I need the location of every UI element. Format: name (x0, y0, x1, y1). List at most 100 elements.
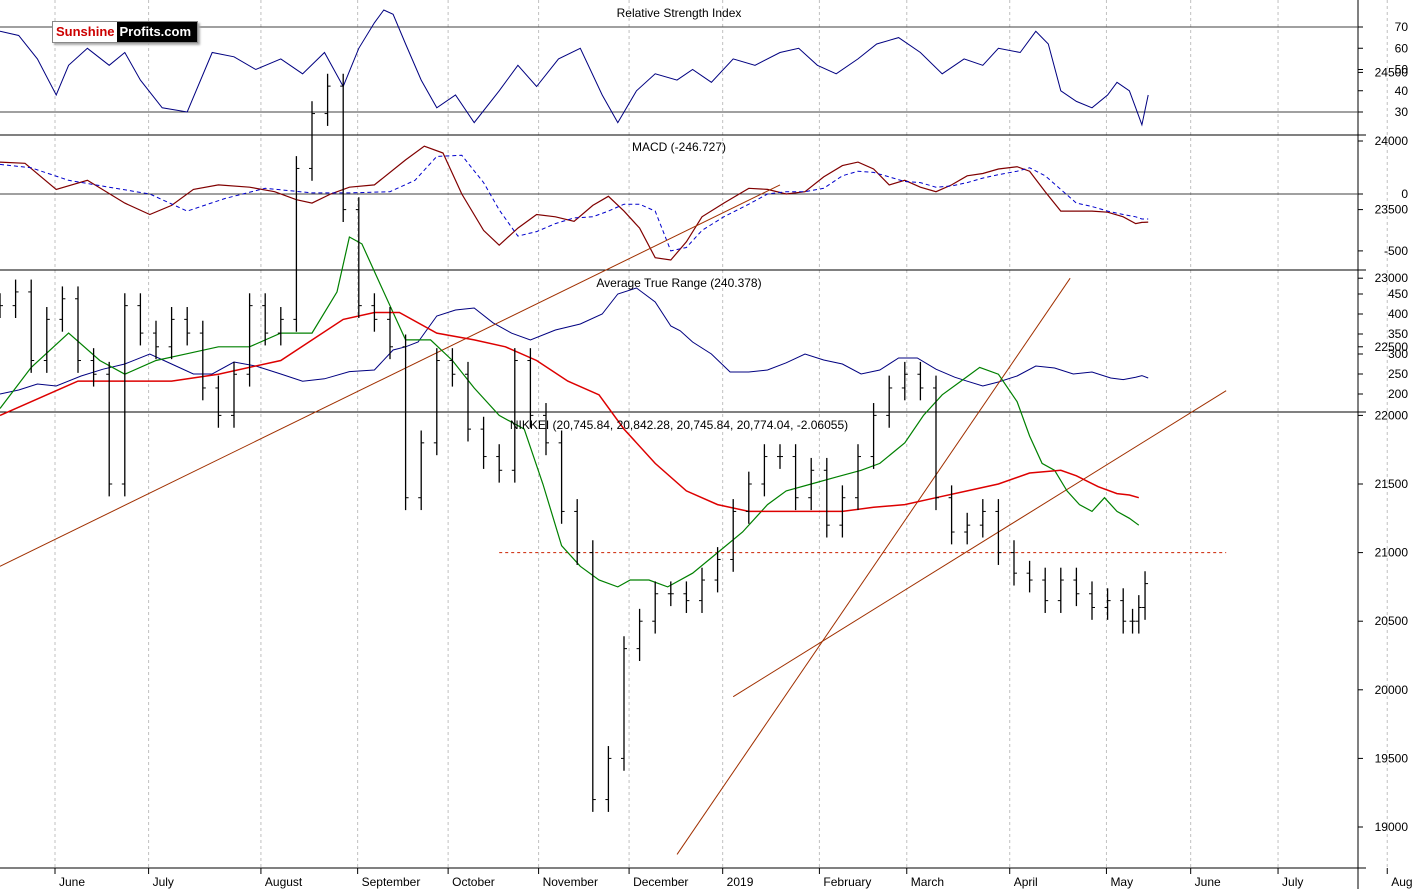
price-bar (59, 286, 66, 332)
sunshine-profits-logo: Sunshine Profits.com (52, 21, 199, 43)
rsi-line (0, 9, 1149, 127)
y-tick-label: 21500 (1375, 477, 1409, 491)
price-bar (636, 608, 643, 661)
price-bar (309, 101, 315, 181)
month-label: May (1110, 875, 1133, 889)
y-tick-label: 400 (1388, 307, 1408, 321)
price-bar (215, 375, 222, 428)
y-tick-label: 19500 (1375, 751, 1409, 765)
panel-frames (0, 0, 1366, 889)
price-bar (355, 197, 362, 318)
y-tick-label: 70 (1395, 20, 1409, 34)
price-bar (855, 444, 861, 511)
price-bar (90, 348, 97, 387)
price-bar (43, 307, 50, 373)
price-bar (199, 320, 206, 401)
price-bar (465, 361, 471, 442)
atr-line (0, 287, 1149, 395)
price-bar (184, 307, 191, 346)
price-bar (699, 567, 705, 613)
price-bar (870, 403, 877, 469)
price-bar (1042, 567, 1049, 613)
price-bar (371, 293, 378, 332)
price-bar (277, 307, 284, 346)
price-bar (1026, 560, 1033, 593)
price-bar (418, 430, 425, 511)
price-bar (792, 444, 799, 511)
macd-title: MACD (-246.727) (632, 140, 726, 154)
price-bar (1057, 567, 1064, 613)
rsi-title: Relative Strength Index (617, 6, 742, 20)
price-bar (153, 320, 159, 360)
price-bar (1129, 608, 1136, 634)
y-tick-label: 200 (1388, 387, 1408, 401)
price-bar (1142, 571, 1149, 620)
month-label: August (1391, 875, 1412, 889)
price-bar (0, 293, 3, 318)
price-bar (1011, 540, 1017, 586)
month-label: July (1282, 875, 1303, 889)
price-bar (12, 279, 19, 318)
y-tick-label: 40 (1395, 84, 1409, 98)
price-bar (543, 403, 549, 456)
price-bar (823, 457, 830, 538)
price-bar (246, 293, 253, 387)
macd-line (0, 145, 1149, 261)
price-bar (714, 547, 721, 593)
price-bar (168, 307, 175, 360)
price-bar (652, 581, 659, 634)
price-bar (621, 636, 627, 771)
month-label: June (59, 875, 85, 889)
price-bar (1120, 588, 1127, 634)
price-bar (948, 485, 955, 545)
month-label: February (823, 875, 871, 889)
month-label: July (153, 875, 174, 889)
atr-title: Average True Range (240.378) (596, 276, 761, 290)
price-bar (231, 361, 237, 428)
price-bar (293, 156, 300, 332)
y-tick-label: 20500 (1375, 614, 1409, 628)
price-bar (777, 444, 783, 469)
price-bar (839, 485, 846, 538)
y-tick-label: 250 (1388, 367, 1408, 381)
price-bar (28, 279, 35, 373)
y-tick-label: 350 (1388, 327, 1408, 341)
price-bar (449, 348, 456, 387)
trendline (676, 277, 1071, 855)
month-label: October (452, 875, 495, 889)
price-bar (1104, 588, 1111, 620)
price-bar (558, 430, 565, 524)
price-bar (106, 361, 113, 497)
price-bar (324, 73, 331, 126)
y-tick-label: 20000 (1375, 683, 1409, 697)
price-bar (433, 348, 440, 456)
y-tick-label: 19000 (1375, 820, 1409, 834)
price-bar (589, 540, 596, 812)
month-label: December (633, 875, 688, 889)
price-bar (933, 375, 939, 511)
month-label: April (1014, 875, 1038, 889)
price-bar (683, 581, 690, 613)
price-bar (979, 499, 986, 538)
price-bar (262, 293, 269, 346)
price-bar (730, 499, 737, 572)
price-bar (527, 348, 534, 428)
y-tick-label: 24500 (1375, 65, 1409, 79)
y-tick-label: 23000 (1375, 271, 1409, 285)
price-bar (1073, 567, 1080, 607)
logo-part-sunshine: Sunshine (53, 22, 117, 42)
price-bar (667, 581, 674, 607)
price-bar (75, 286, 81, 373)
logo-part-profits: Profits.com (116, 22, 198, 42)
price-bar (137, 293, 144, 346)
y-tick-label: 50 (1395, 63, 1409, 77)
trendline (0, 184, 781, 567)
price-bar (901, 361, 908, 401)
price-bar (995, 499, 1002, 565)
y-tick-label: 22000 (1375, 408, 1409, 422)
y-tick-label: 300 (1388, 347, 1408, 361)
price-bar (340, 73, 347, 222)
price-bar (511, 348, 518, 483)
trendline (732, 390, 1227, 698)
